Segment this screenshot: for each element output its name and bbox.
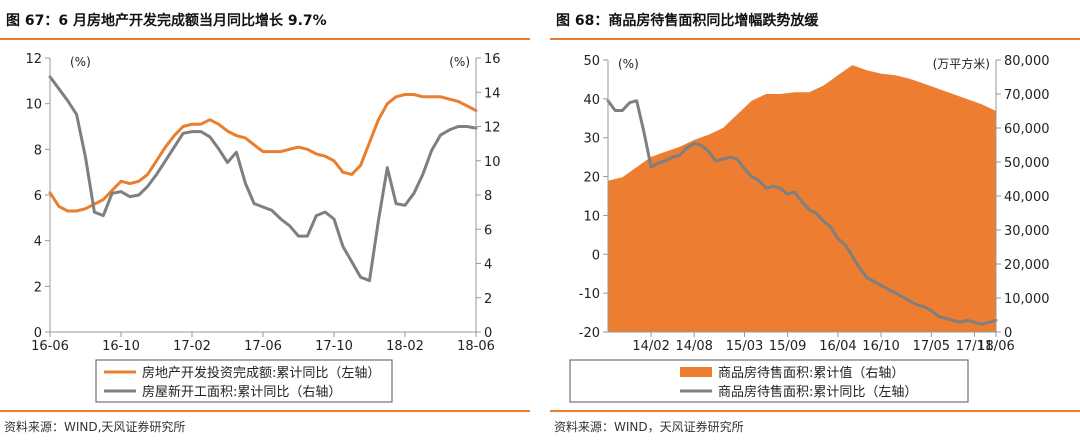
series-area: [608, 65, 996, 332]
chart-panel-left: 图 67：6 月房地产开发完成额当月同比增长 9.7% 0 2 4 6 8 10 12 0 2 4…: [0, 0, 530, 444]
x-tick-label: 14/08: [675, 339, 712, 354]
right-tick-label: 14: [484, 86, 501, 101]
chart-title: 图 68：商品房待售面积同比增幅跌势放缓: [556, 13, 819, 29]
x-tick-label: 17/11: [956, 339, 993, 354]
left-axis-unit: (%): [618, 57, 639, 71]
series-line: [48, 75, 478, 283]
left-tick-label: 8: [34, 143, 42, 158]
left-tick-label: 12: [25, 52, 42, 67]
x-tick-label: 17-10: [315, 339, 353, 354]
left-tick-label: 4: [34, 235, 42, 250]
title-divider: [0, 38, 530, 40]
right-tick-label: 70,000: [1004, 88, 1050, 103]
x-tick-label: 14/02: [632, 339, 669, 354]
chart-title: 图 67：6 月房地产开发完成额当月同比增长 9.7%: [6, 13, 327, 29]
left-tick-label: 6: [34, 189, 42, 204]
left-tick-label: 40: [583, 93, 600, 108]
right-tick-label: 20,000: [1004, 258, 1050, 273]
title-divider: [550, 38, 1080, 40]
x-tick-label: 18-06: [457, 339, 495, 354]
right-tick-label: 0: [1004, 326, 1012, 341]
right-tick-label: 10,000: [1004, 292, 1050, 307]
chart-panel-right: 图 68：商品房待售面积同比增幅跌势放缓 -20 -10 0 10 20 30 40 50 0 1…: [550, 0, 1080, 444]
source-divider: [0, 410, 530, 412]
legend-label: 商品房待售面积:累计同比（左轴）: [718, 384, 917, 400]
left-tick-label: 0: [592, 248, 600, 263]
x-tick-label: 18/06: [977, 339, 1014, 354]
right-tick-label: 0: [484, 326, 492, 341]
source-note: 资料来源：WIND,天风证券研究所: [4, 420, 186, 434]
legend-swatch: [680, 367, 712, 377]
left-tick-label: 10: [583, 209, 600, 224]
series-line: [606, 99, 998, 326]
legend-label: 房屋新开工面积:累计同比（右轴）: [142, 384, 341, 400]
series-line: [48, 93, 478, 213]
area-line-chart: -20 -10 0 10 20 30 40 50 0 10,000 20,000 30,000 40,0…: [569, 54, 1050, 403]
x-tick-label: 17-06: [244, 339, 282, 354]
right-tick-label: 2: [484, 292, 492, 307]
left-tick-label: 20: [583, 171, 600, 186]
right-tick-label: 4: [484, 258, 492, 273]
right-tick-label: 16: [484, 52, 501, 67]
x-tick-label: 18-02: [386, 339, 424, 354]
left-tick-label: 0: [34, 326, 42, 341]
legend-label: 房地产开发投资完成额:累计同比（左轴）: [142, 365, 380, 381]
left-tick-label: -10: [579, 287, 600, 302]
x-tick-label: 15/03: [726, 339, 763, 354]
right-tick-label: 6: [484, 223, 492, 238]
x-tick-label: 16-06: [31, 339, 69, 354]
right-tick-label: 12: [484, 121, 501, 136]
left-tick-label: 30: [583, 132, 600, 147]
right-tick-label: 30,000: [1004, 224, 1050, 239]
left-tick-label: -20: [579, 326, 600, 341]
source-divider: [550, 410, 1080, 412]
x-tick-label: 16/04: [819, 339, 856, 354]
right-tick-label: 50,000: [1004, 156, 1050, 171]
left-axis-unit: (%): [70, 55, 91, 69]
legend-label: 商品房待售面积:累计值（右轴）: [718, 365, 904, 381]
right-axis-unit: (万平方米): [933, 56, 990, 71]
left-tick-label: 2: [34, 280, 42, 295]
right-tick-label: 80,000: [1004, 54, 1050, 69]
right-tick-label: 60,000: [1004, 122, 1050, 137]
line-chart: 0 2 4 6 8 10 12 0 2 4 6 8 10 12 14 16 16-06 16-10 17-02 17-…: [25, 52, 501, 403]
right-tick-label: 10: [484, 155, 501, 170]
left-tick-label: 50: [583, 54, 600, 69]
x-tick-label: 16/10: [862, 339, 899, 354]
x-tick-label: 17-02: [173, 339, 211, 354]
legend-box: [95, 359, 393, 403]
x-tick-label: 16-10: [102, 339, 140, 354]
x-tick-label: 15/09: [769, 339, 806, 354]
left-tick-label: 10: [25, 98, 42, 113]
right-tick-label: 40,000: [1004, 190, 1050, 205]
right-axis-unit: (%): [449, 55, 470, 69]
source-note: 资料来源：WIND，天风证券研究所: [554, 420, 744, 434]
x-tick-label: 17/05: [913, 339, 950, 354]
right-tick-label: 8: [484, 189, 492, 204]
legend-box: [569, 359, 969, 403]
